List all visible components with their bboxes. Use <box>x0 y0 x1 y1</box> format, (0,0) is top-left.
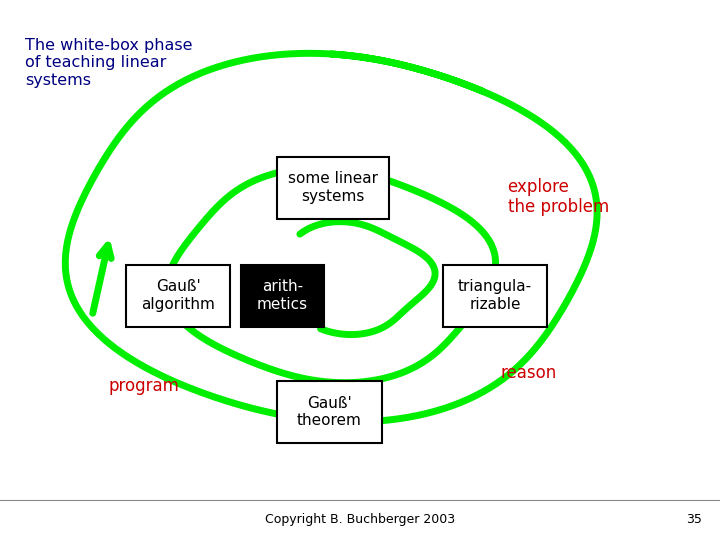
Text: arith-
metics: arith- metics <box>257 280 308 312</box>
FancyBboxPatch shape <box>277 381 382 443</box>
Text: explore
the problem: explore the problem <box>508 178 609 217</box>
Text: Copyright B. Buchberger 2003: Copyright B. Buchberger 2003 <box>265 513 455 526</box>
Text: Gauß'
algorithm: Gauß' algorithm <box>141 280 215 312</box>
Text: program: program <box>108 377 179 395</box>
Text: The white-box phase
of teaching linear
systems: The white-box phase of teaching linear s… <box>25 38 193 87</box>
FancyBboxPatch shape <box>277 157 389 219</box>
FancyBboxPatch shape <box>443 265 547 327</box>
Text: 35: 35 <box>686 513 702 526</box>
FancyBboxPatch shape <box>126 265 230 327</box>
FancyBboxPatch shape <box>241 265 324 327</box>
Text: Gauß'
theorem: Gauß' theorem <box>297 395 362 428</box>
Text: reason: reason <box>500 363 557 382</box>
Text: some linear
systems: some linear systems <box>288 172 378 204</box>
Text: triangula-
rizable: triangula- rizable <box>458 280 532 312</box>
